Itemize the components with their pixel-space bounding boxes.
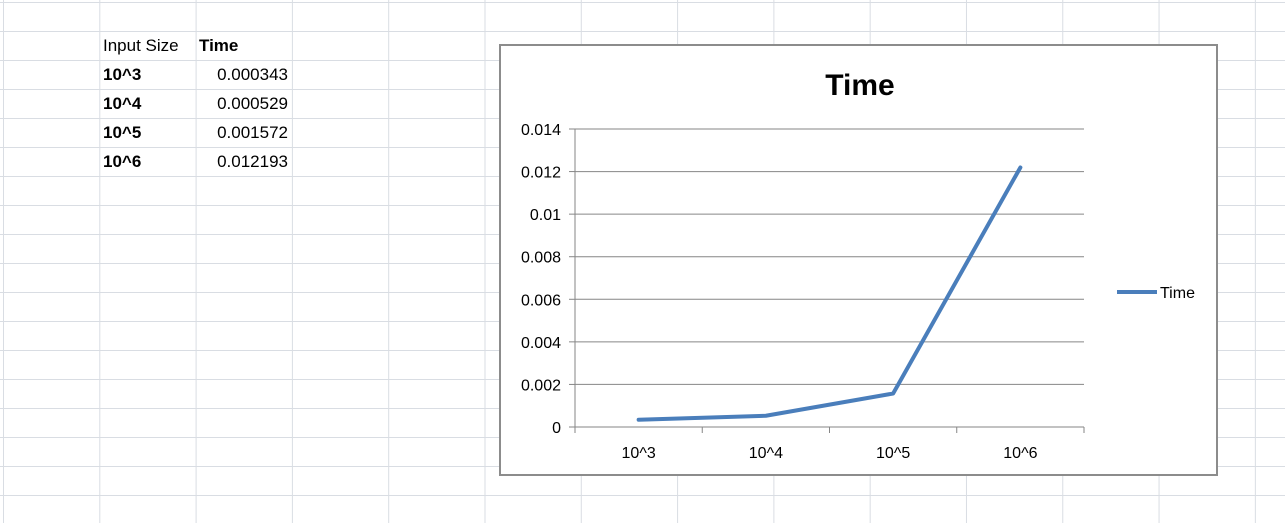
y-tick-label: 0.008: [521, 250, 561, 267]
y-tick-label: 0.004: [521, 335, 561, 352]
cell-time-row2[interactable]: 0.000529: [217, 94, 288, 113]
x-tick-label: 10^4: [749, 445, 783, 462]
cell-size-row1[interactable]: 10^3: [103, 65, 142, 84]
header-input-size[interactable]: Input Size: [103, 36, 179, 55]
x-tick-label: 10^6: [1003, 445, 1037, 462]
cell-size-row2[interactable]: 10^4: [103, 94, 142, 113]
line-chart[interactable]: Time 0 0.002 0.004 0.006 0.008 0.01 0.012 0.014…: [499, 44, 1218, 476]
cell-time-row3[interactable]: 0.001572: [217, 123, 288, 142]
legend-label: Time: [1160, 285, 1195, 302]
y-tick-label: 0.012: [521, 165, 561, 182]
chart-svg: Time 0 0.002 0.004 0.006 0.008 0.01 0.012 0.014…: [521, 69, 1195, 462]
y-tick-label: 0.006: [521, 292, 561, 309]
cell-size-row4[interactable]: 10^6: [103, 152, 142, 171]
y-tick-label: 0.01: [530, 207, 561, 224]
cell-time-row1[interactable]: 0.000343: [217, 65, 288, 84]
y-tick-label: 0.014: [521, 122, 561, 139]
x-tick-label: 10^5: [876, 445, 910, 462]
data-point: [1018, 165, 1022, 169]
x-tick-label: 10^3: [622, 445, 656, 462]
series-line: [636, 165, 1023, 422]
y-tick-label: 0: [552, 420, 561, 437]
data-point: [891, 392, 895, 396]
cell-time-row4[interactable]: 0.012193: [217, 152, 288, 171]
header-time[interactable]: Time: [199, 36, 239, 55]
data-point: [764, 414, 768, 418]
cell-size-row3[interactable]: 10^5: [103, 123, 142, 142]
chart-title[interactable]: Time: [825, 69, 894, 102]
y-tick-label: 0.002: [521, 377, 561, 394]
data-point: [637, 418, 641, 422]
